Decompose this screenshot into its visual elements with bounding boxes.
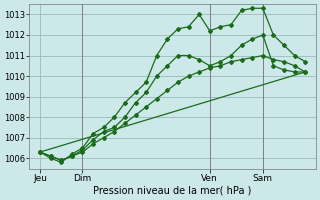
X-axis label: Pression niveau de la mer( hPa ): Pression niveau de la mer( hPa )	[93, 186, 252, 196]
